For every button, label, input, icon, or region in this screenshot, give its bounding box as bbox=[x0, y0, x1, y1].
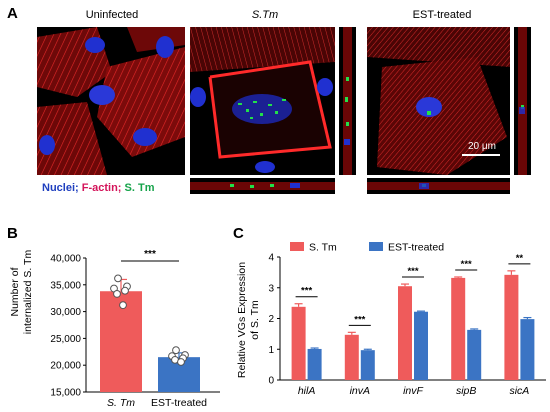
chart-b-category-label: S. Tm bbox=[107, 397, 135, 409]
chart-c-legend-label: S. Tm bbox=[309, 242, 337, 254]
chart-c-ytick-label: 4 bbox=[268, 253, 274, 264]
scale-bar bbox=[462, 154, 500, 156]
chart-c-ytick-label: 3 bbox=[268, 283, 274, 294]
scale-bar-label: 20 μm bbox=[468, 141, 496, 152]
chart-c-sig-label: ** bbox=[516, 253, 524, 264]
chart-c-legend-swatch bbox=[290, 242, 304, 251]
chart-c-sig-label: *** bbox=[354, 314, 365, 325]
legend-f-actin: F-actin; bbox=[81, 182, 122, 194]
chart-b-data-point bbox=[114, 274, 122, 283]
est-bottom-projection bbox=[367, 178, 510, 194]
chart-b-data-point bbox=[177, 358, 185, 366]
s-tm-side-projection bbox=[339, 27, 356, 175]
title-uninfected: Uninfected bbox=[85, 9, 139, 21]
chart-c-ylabel-line1: Relative VGs Expression bbox=[236, 262, 248, 378]
chart-b-data-point bbox=[172, 346, 180, 355]
chart-c-bar bbox=[467, 329, 482, 380]
chart-c-sig-label: *** bbox=[301, 286, 312, 297]
chart-b-sig-label: *** bbox=[144, 249, 156, 260]
chart-c-category-label: sipB bbox=[456, 385, 476, 397]
panel-b-letter: B bbox=[7, 225, 18, 242]
chart-c-bar bbox=[504, 274, 519, 380]
chart-c-sig-label: *** bbox=[407, 266, 418, 277]
chart-b-ytick-label: 15,000 bbox=[50, 388, 81, 399]
chart-c-bar bbox=[398, 286, 412, 380]
chart-b-data-point bbox=[121, 286, 129, 295]
chart-c-bar bbox=[344, 334, 359, 380]
legend-s-tm: S. Tm bbox=[124, 182, 155, 194]
chart-b-ytick-label: 40,000 bbox=[50, 254, 81, 265]
chart-c-legend-swatch bbox=[369, 242, 383, 251]
panel-a-legend: Nuclei; F-actin; S. Tm bbox=[42, 182, 155, 194]
chart-c-category-label: sicA bbox=[509, 385, 529, 397]
chart-b-ytick-label: 35,000 bbox=[50, 280, 81, 291]
est-side-projection bbox=[514, 27, 531, 175]
s-tm-bottom-projection bbox=[190, 178, 335, 194]
chart-c-bar bbox=[414, 311, 428, 380]
title-s-tm: S.Tm bbox=[251, 9, 279, 21]
chart-b-data-point bbox=[113, 290, 121, 298]
chart-c-bar bbox=[307, 348, 322, 380]
chart-b-ylabel-line2: internalized S. Tm bbox=[22, 250, 34, 335]
legend-nuclei: Nuclei; bbox=[42, 182, 79, 194]
chart-b-data-point bbox=[119, 301, 127, 310]
panel-c-letter: C bbox=[233, 225, 244, 242]
chart-b: Number of internalized S. Tm 15,000 20,00… bbox=[9, 249, 220, 409]
chart-b-ytick-label: 30,000 bbox=[50, 307, 81, 318]
chart-c-bar bbox=[360, 350, 375, 380]
chart-c-category-label: invF bbox=[403, 385, 423, 397]
micrograph-est-treated: 20 μm bbox=[367, 27, 510, 175]
chart-c-ylabel-line2: of S. Tm bbox=[249, 300, 261, 340]
chart-c-ytick-label: 1 bbox=[268, 345, 274, 356]
micrograph-uninfected bbox=[37, 27, 185, 175]
chart-b-ytick-label: 20,000 bbox=[50, 361, 81, 372]
chart-b-ylabel-line1: Number of bbox=[9, 267, 21, 316]
chart-c-bar bbox=[291, 306, 306, 380]
chart-c-category-label: hilA bbox=[298, 385, 316, 397]
micrograph-s-tm bbox=[190, 27, 335, 175]
chart-b-category-label: EST-treated bbox=[151, 397, 207, 409]
chart-b-ytick-label: 25,000 bbox=[50, 334, 81, 345]
chart-c-ytick-label: 0 bbox=[268, 376, 274, 387]
chart-c-bar bbox=[520, 319, 535, 380]
chart-c-sig-label: *** bbox=[461, 259, 472, 270]
chart-c-bar bbox=[451, 277, 466, 380]
chart-c-ytick-label: 2 bbox=[268, 314, 274, 325]
chart-c-legend-label: EST-treated bbox=[388, 242, 444, 254]
panel-a-letter: A bbox=[7, 5, 18, 22]
chart-c: Relative VGs Expression of S. Tm S. Tm ES… bbox=[236, 242, 546, 397]
title-est-treated: EST-treated bbox=[412, 9, 472, 21]
chart-c-category-label: invA bbox=[350, 385, 370, 397]
